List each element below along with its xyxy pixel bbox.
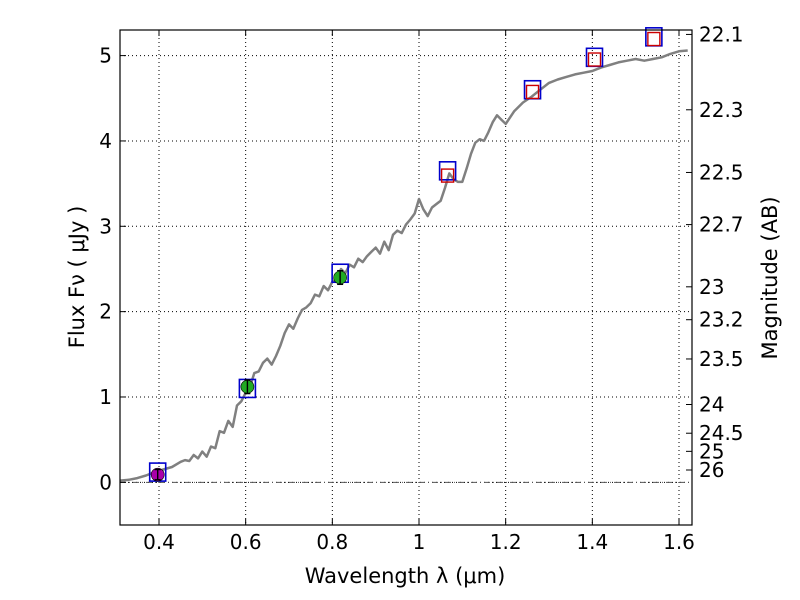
x-tick-label: 1.4 bbox=[576, 530, 608, 554]
mag-tick-label: 25 bbox=[699, 439, 724, 463]
y-axis-label: Flux Fν ( μJy ) bbox=[65, 206, 89, 349]
tick-labels: 0.4 0.6 0.8 1 1.2 1.4 1.601234522.122.322.522.… bbox=[99, 22, 743, 554]
mag-tick-label: 22.3 bbox=[699, 98, 744, 122]
upper-limit-point bbox=[440, 168, 455, 183]
x-tick-label: 0.8 bbox=[316, 530, 348, 554]
mag-tick-label: 23 bbox=[699, 275, 724, 299]
mag-tick-label: 23.2 bbox=[699, 308, 744, 332]
template-spectrum-line bbox=[119, 49, 688, 482]
magnitude-axis-label: Magnitude (AB) bbox=[758, 196, 782, 359]
y-tick-label: 5 bbox=[99, 44, 112, 68]
y-tick-label: 1 bbox=[99, 385, 112, 409]
x-tick-label: 1 bbox=[413, 530, 426, 554]
x-tick-label: 0.4 bbox=[143, 530, 175, 554]
axes bbox=[119, 29, 693, 526]
y-tick-label: 0 bbox=[99, 470, 112, 494]
y-tick-label: 2 bbox=[99, 300, 112, 324]
mag-tick-label: 26 bbox=[699, 458, 724, 482]
template-spectrum-layer bbox=[119, 49, 688, 482]
x-tick-label: 1.2 bbox=[490, 530, 522, 554]
upper-limit-point bbox=[587, 52, 602, 67]
x-tick-label: 0.6 bbox=[230, 530, 262, 554]
x-tick-label: 1.6 bbox=[663, 530, 695, 554]
mag-tick-label: 24 bbox=[699, 392, 724, 416]
y-tick-label: 4 bbox=[99, 129, 112, 153]
upper-limit-point bbox=[525, 84, 540, 100]
plot-frame bbox=[119, 29, 693, 526]
mag-tick-label: 22.5 bbox=[699, 160, 744, 184]
mag-tick-label: 23.5 bbox=[699, 347, 744, 371]
mag-tick-label: 22.1 bbox=[699, 22, 744, 46]
mag-tick-label: 24.5 bbox=[699, 421, 744, 445]
y-tick-label: 3 bbox=[99, 214, 112, 238]
x-axis-label: Wavelength λ (μm) bbox=[305, 564, 506, 588]
mag-tick-label: 22.7 bbox=[699, 213, 744, 237]
photometry-layer bbox=[148, 27, 663, 482]
upper-limit-point bbox=[647, 31, 661, 47]
grid bbox=[120, 30, 692, 525]
model-point bbox=[438, 161, 457, 181]
